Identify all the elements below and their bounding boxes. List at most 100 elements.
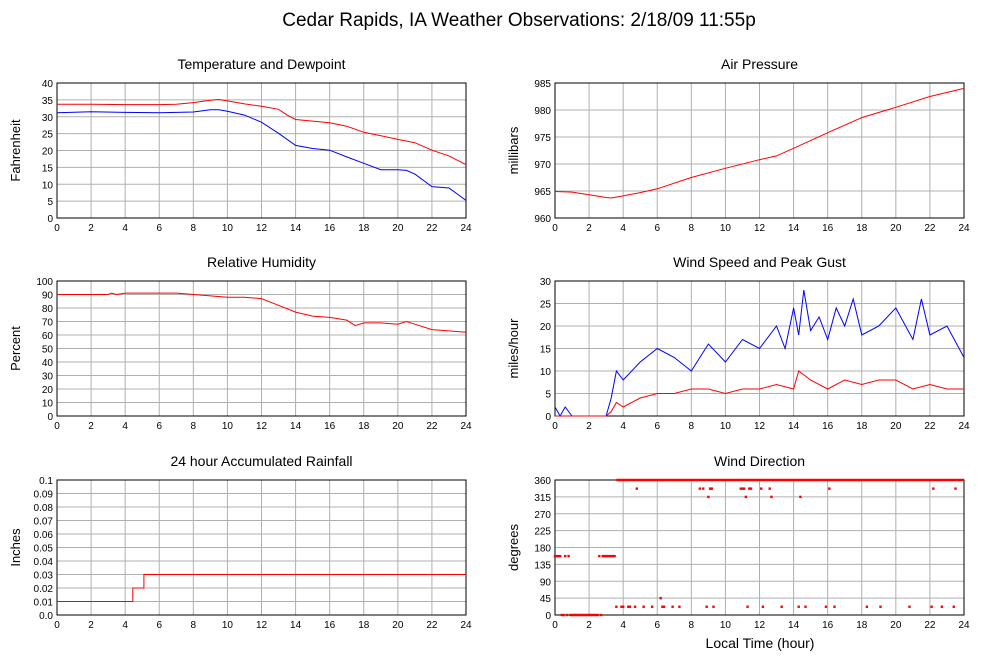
x-tick-label: 14 <box>290 620 302 631</box>
x-tick-label: 18 <box>856 223 868 234</box>
x-tick-label: 8 <box>689 620 695 631</box>
y-tick-label: 980 <box>534 106 551 117</box>
x-tick-label: 20 <box>392 421 404 432</box>
y-tick-label: 0.06 <box>34 530 54 541</box>
y-tick-label: 40 <box>42 79 54 90</box>
y-axis-label: degrees <box>506 524 521 571</box>
y-tick-label: 25 <box>540 300 552 311</box>
y-axis-label: Inches <box>8 528 23 567</box>
y-tick-label: 965 <box>534 187 551 198</box>
x-tick-label: 18 <box>856 421 868 432</box>
x-tick-label: 22 <box>924 620 936 631</box>
data-series-line <box>57 292 467 333</box>
y-axis-label: millibars <box>506 126 521 174</box>
x-tick-label: 14 <box>290 421 302 432</box>
y-tick-label: 10 <box>540 367 552 378</box>
data-point <box>712 605 715 608</box>
y-tick-label: 80 <box>42 304 54 315</box>
chart-title: Wind Speed and Peak Gust <box>673 254 846 270</box>
y-tick-label: 5 <box>47 197 53 208</box>
x-tick-label: 16 <box>324 223 336 234</box>
data-point <box>708 487 712 490</box>
x-tick-label: 14 <box>290 223 302 234</box>
data-point <box>662 605 666 608</box>
x-tick-label: 16 <box>822 421 834 432</box>
data-point <box>594 613 598 617</box>
x-tick-label: 24 <box>958 620 970 631</box>
x-tick-label: 10 <box>720 421 732 432</box>
plot-frame <box>554 82 965 219</box>
data-point <box>635 487 638 490</box>
data-point <box>671 605 674 608</box>
data-point <box>908 605 911 608</box>
y-tick-label: 315 <box>534 493 551 504</box>
data-point <box>768 487 771 490</box>
data-point <box>582 613 586 617</box>
x-tick-label: 6 <box>156 421 162 432</box>
y-tick-label: 975 <box>534 133 551 144</box>
data-point <box>879 605 882 608</box>
temp-panel: 0 2 4 6 8 10 12 14 16 18 20 22 240510152025303540Tem… <box>8 56 472 234</box>
plot-frame <box>56 82 467 219</box>
x-tick-label: 6 <box>654 620 660 631</box>
data-point <box>557 554 560 558</box>
x-tick-label: 20 <box>890 421 902 432</box>
x-tick-label: 10 <box>222 223 234 234</box>
plot-frame <box>56 479 467 616</box>
x-tick-label: 8 <box>191 223 197 234</box>
page-title: Cedar Rapids, IA Weather Observations: 2… <box>282 10 756 31</box>
x-tick-label: 6 <box>654 223 660 234</box>
data-series-line <box>57 574 466 602</box>
data-point <box>833 605 836 608</box>
x-tick-label: 0 <box>54 223 60 234</box>
y-tick-label: 10 <box>42 180 54 191</box>
x-tick-label: 16 <box>324 421 336 432</box>
y-tick-label: 0.0 <box>39 611 53 622</box>
data-point <box>579 613 582 617</box>
data-point <box>642 605 645 608</box>
x-tick-label: 4 <box>122 620 128 631</box>
x-tick-label: 12 <box>256 421 268 432</box>
data-point <box>865 605 869 608</box>
data-point <box>710 487 713 490</box>
data-point <box>562 613 565 617</box>
x-tick-label: 0 <box>552 223 558 234</box>
y-tick-label: 90 <box>42 291 54 302</box>
y-tick-label: 970 <box>534 160 551 171</box>
y-tick-label: 0.01 <box>34 598 54 609</box>
data-point <box>702 487 705 490</box>
data-point <box>698 487 702 490</box>
x-tick-label: 18 <box>358 421 370 432</box>
data-point <box>567 554 570 558</box>
y-tick-label: 15 <box>540 345 552 356</box>
y-tick-label: 60 <box>42 331 54 342</box>
y-tick-label: 0.05 <box>34 544 54 555</box>
x-tick-label: 0 <box>54 421 60 432</box>
x-tick-label: 4 <box>620 223 626 234</box>
y-tick-label: 0.02 <box>34 584 54 595</box>
chart-title: Air Pressure <box>721 56 798 72</box>
data-point <box>586 613 589 617</box>
x-tick-label: 2 <box>88 223 94 234</box>
data-point <box>606 554 610 558</box>
x-tick-label: 2 <box>586 223 592 234</box>
data-point <box>581 613 584 617</box>
data-point <box>746 605 749 608</box>
y-tick-label: 180 <box>534 544 551 555</box>
plot-frame <box>554 280 965 417</box>
y-tick-label: 20 <box>42 385 54 396</box>
data-point <box>565 613 569 617</box>
y-tick-label: 30 <box>540 277 552 288</box>
data-point <box>569 613 572 617</box>
data-point <box>797 605 800 608</box>
y-axis-label: Fahrenheit <box>8 119 23 182</box>
data-point <box>560 613 564 617</box>
y-tick-label: 0.03 <box>34 571 54 582</box>
x-tick-label: 24 <box>460 620 472 631</box>
x-tick-label: 4 <box>122 223 128 234</box>
data-point <box>940 605 944 608</box>
data-point <box>564 554 567 558</box>
data-point <box>587 613 591 617</box>
data-series-line <box>555 370 964 417</box>
data-point <box>760 487 763 490</box>
